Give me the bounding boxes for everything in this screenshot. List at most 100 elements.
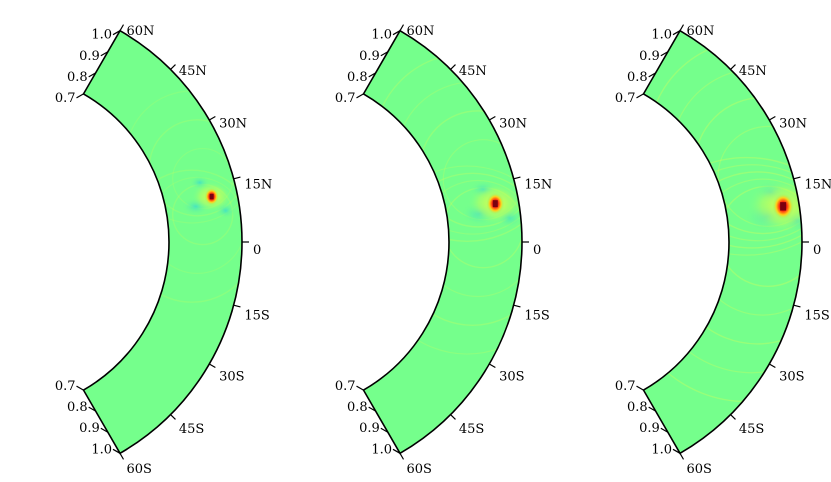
radius-tick-label: 0.9 xyxy=(79,49,100,64)
panel-1: 60N 45N 30N 15N 0 15S 30S 45S 60S 0.7 0.8 0.9 1.0 0.7… xyxy=(55,24,272,477)
radius-tick-label: 1.0 xyxy=(651,442,672,457)
latitude-tick xyxy=(513,304,521,308)
radius-tick xyxy=(660,51,669,57)
radius-tick-label: 0.7 xyxy=(55,379,76,394)
latitude-tick xyxy=(489,363,496,369)
radius-tick xyxy=(380,51,389,57)
radius-tick xyxy=(636,93,644,99)
radius-tick-label: 0.7 xyxy=(55,91,76,106)
latitude-tick xyxy=(679,453,685,460)
latitude-tick xyxy=(119,24,125,31)
radius-tick xyxy=(100,51,109,57)
radius-tick-label: 1.0 xyxy=(651,28,672,43)
latitude-tick xyxy=(730,64,736,70)
latitude-tick xyxy=(399,453,405,460)
radius-tick xyxy=(660,427,669,433)
radius-tick-label: 0.7 xyxy=(615,379,636,394)
latitude-tick-label: 30S xyxy=(219,370,244,385)
radius-tick xyxy=(76,385,84,391)
latitude-tick xyxy=(769,115,776,121)
latitude-tick-label: 45N xyxy=(179,64,207,79)
latitude-tick xyxy=(793,304,801,308)
radius-tick xyxy=(380,427,389,433)
latitude-tick-label: 45S xyxy=(739,422,764,437)
radius-tick xyxy=(112,448,121,454)
field-feature xyxy=(125,90,242,303)
radius-tick-label: 0.7 xyxy=(335,91,356,106)
latitude-tick xyxy=(170,64,176,70)
latitude-tick xyxy=(489,115,496,121)
latitude-tick-label: 0 xyxy=(253,243,261,258)
latitude-tick-label: 15S xyxy=(804,308,829,323)
radius-tick-label: 1.0 xyxy=(371,28,392,43)
annulus-outline xyxy=(642,29,803,455)
latitude-tick-label: 60S xyxy=(687,462,712,477)
latitude-tick-label: 45S xyxy=(459,422,484,437)
latitude-tick xyxy=(793,176,801,180)
latitude-tick xyxy=(730,414,736,420)
latitude-tick-label: 30N xyxy=(779,117,807,132)
latitude-tick-label: 15S xyxy=(524,308,549,323)
radius-tick-label: 1.0 xyxy=(91,28,112,43)
radius-tick xyxy=(112,30,121,36)
latitude-tick xyxy=(170,414,176,420)
latitude-tick xyxy=(513,176,521,180)
field-background xyxy=(363,30,522,454)
latitude-tick-label: 30N xyxy=(219,117,247,132)
radius-tick-label: 0.9 xyxy=(639,421,660,436)
latitude-tick-label: 45N xyxy=(459,64,487,79)
latitude-tick-label: 60S xyxy=(407,462,432,477)
radius-tick-label: 0.8 xyxy=(627,400,648,415)
radius-tick xyxy=(88,72,96,78)
radius-tick xyxy=(392,448,401,454)
latitude-tick-label: 0 xyxy=(813,243,821,258)
latitude-tick-label: 0 xyxy=(533,243,541,258)
latitude-tick xyxy=(233,176,241,180)
radius-tick xyxy=(672,30,681,36)
field-background xyxy=(83,30,242,454)
latitude-tick-label: 15S xyxy=(244,308,269,323)
latitude-tick xyxy=(679,24,685,31)
latitude-tick-label: 60S xyxy=(127,462,152,477)
annulus-outline xyxy=(362,29,523,455)
radius-tick xyxy=(368,406,376,412)
radius-tick xyxy=(88,406,96,412)
radius-tick-label: 0.8 xyxy=(627,70,648,85)
annulus-outline xyxy=(82,29,243,455)
latitude-tick-label: 30N xyxy=(499,117,527,132)
radius-tick xyxy=(672,448,681,454)
radius-tick xyxy=(356,385,364,391)
latitude-tick-label: 15N xyxy=(244,178,272,193)
latitude-tick xyxy=(119,453,125,460)
radius-tick-label: 0.7 xyxy=(335,379,356,394)
radius-tick xyxy=(100,427,109,433)
latitude-tick xyxy=(450,414,456,420)
latitude-tick-label: 15N xyxy=(524,178,552,193)
radius-tick xyxy=(648,72,656,78)
latitude-tick xyxy=(209,115,216,121)
field-background xyxy=(643,30,802,454)
radius-tick xyxy=(648,406,656,412)
radius-tick-label: 0.9 xyxy=(79,421,100,436)
latitude-tick-label: 15N xyxy=(804,178,831,193)
latitude-tick xyxy=(399,24,405,31)
radius-tick-label: 0.8 xyxy=(67,70,88,85)
latitude-tick-label: 60N xyxy=(127,24,155,39)
latitude-tick-label: 45S xyxy=(179,422,204,437)
radius-tick-label: 1.0 xyxy=(91,442,112,457)
radius-tick xyxy=(368,72,376,78)
radius-tick-label: 0.9 xyxy=(359,421,380,436)
radius-tick-label: 0.8 xyxy=(347,70,368,85)
radius-tick xyxy=(392,30,401,36)
radius-tick xyxy=(356,93,364,99)
radius-tick xyxy=(636,385,644,391)
latitude-tick xyxy=(209,363,216,369)
latitude-tick-label: 45N xyxy=(739,64,767,79)
latitude-tick-label: 60N xyxy=(407,24,435,39)
latitude-tick xyxy=(450,64,456,70)
radius-tick-label: 0.8 xyxy=(67,400,88,415)
panel-3: 60N 45N 30N 15N 0 15S 30S 45S 60S 0.7 0.8 0.9 1.0 0.7… xyxy=(615,24,831,477)
radius-tick xyxy=(76,93,84,99)
latitude-tick-label: 30S xyxy=(499,370,524,385)
